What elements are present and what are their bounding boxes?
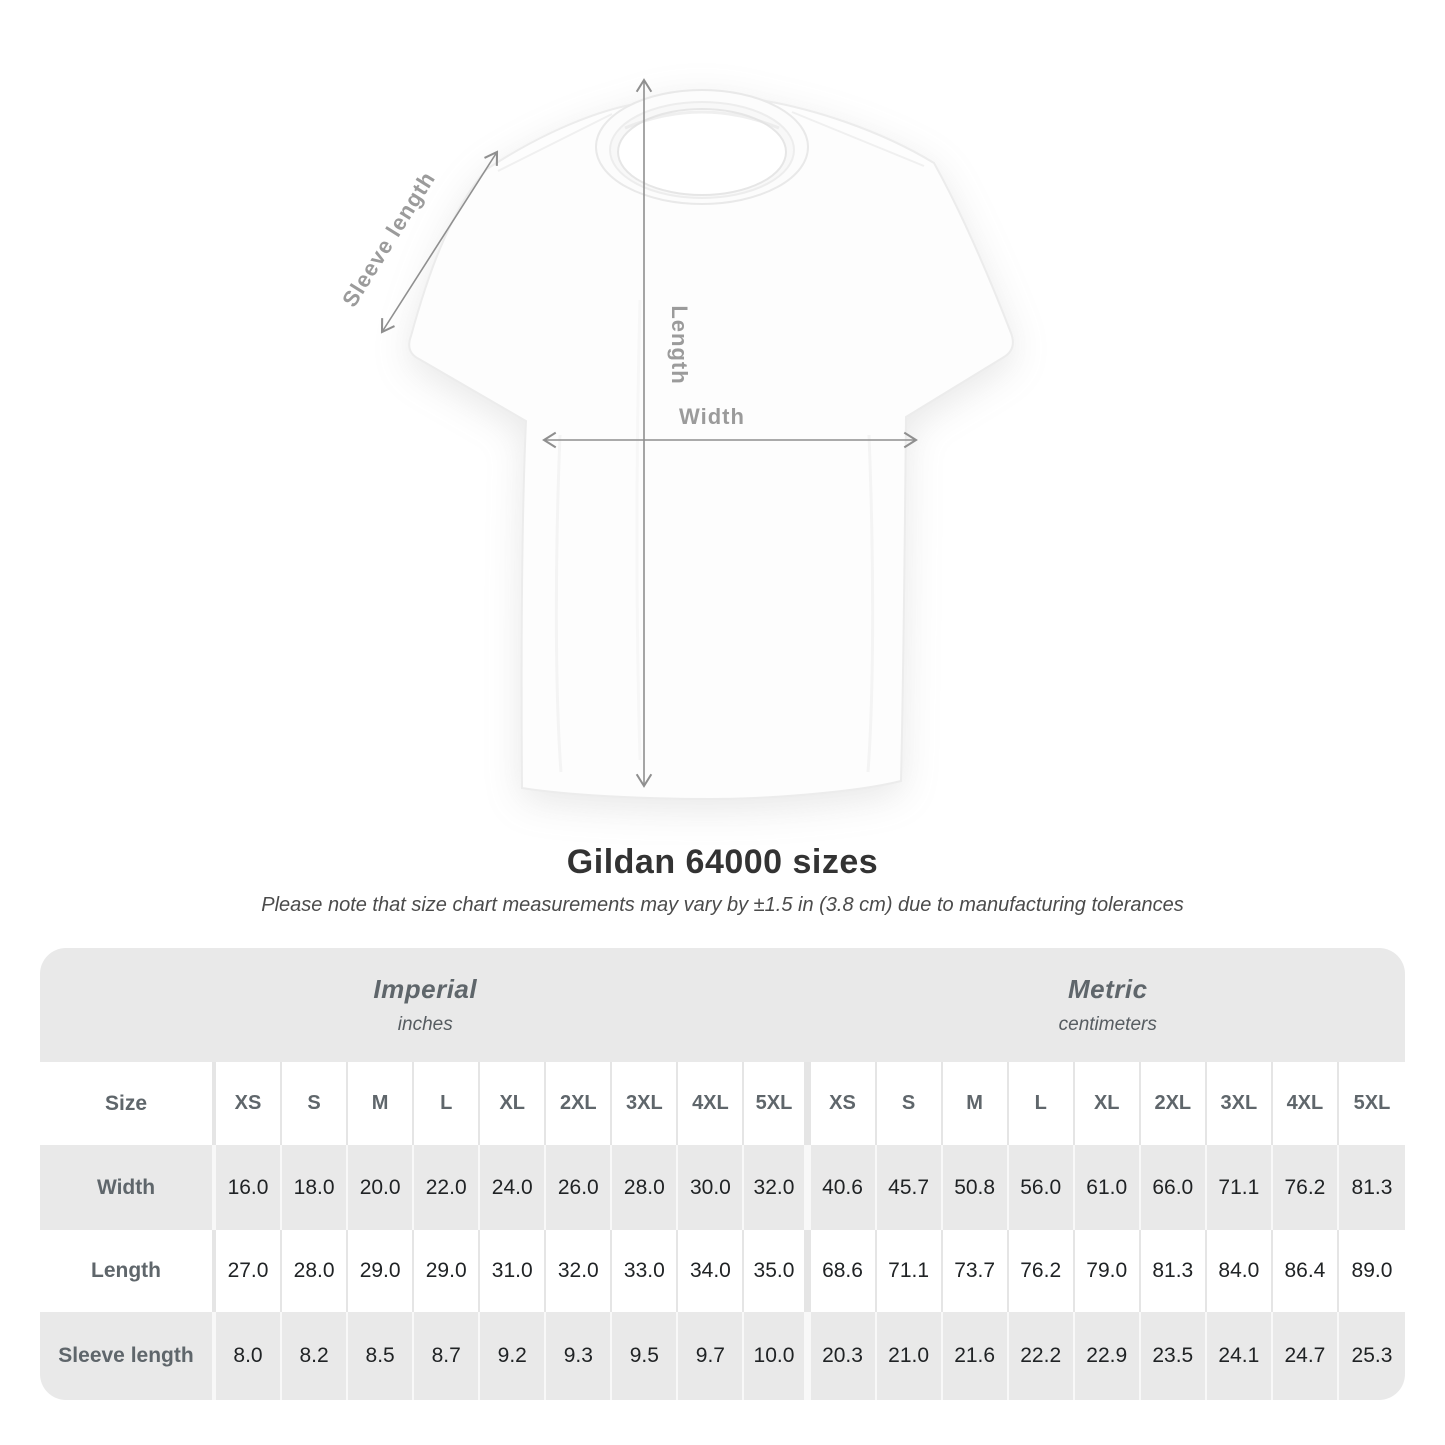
sleeve-value: 9.7 bbox=[678, 1312, 745, 1400]
sleeve-value: 9.5 bbox=[612, 1312, 679, 1400]
sleeve-length-arrow bbox=[380, 150, 499, 334]
sleeve-value: 24.7 bbox=[1272, 1312, 1339, 1400]
width-value: 61.0 bbox=[1074, 1145, 1141, 1230]
size-col-header: M bbox=[348, 1062, 415, 1145]
length-value: 76.2 bbox=[1008, 1230, 1075, 1312]
size-col-header: 4XL bbox=[1272, 1062, 1339, 1145]
width-value: 66.0 bbox=[1140, 1145, 1207, 1230]
sleeve-value: 8.0 bbox=[216, 1312, 283, 1400]
size-col-header: 5XL bbox=[744, 1062, 811, 1145]
length-label: Length bbox=[667, 305, 692, 384]
length-value: 29.0 bbox=[348, 1230, 415, 1312]
title-block: Gildan 64000 sizes Please note that size… bbox=[0, 843, 1445, 917]
size-col-header: 5XL bbox=[1338, 1062, 1405, 1145]
width-value: 30.0 bbox=[678, 1145, 745, 1230]
size-col-header: 3XL bbox=[1206, 1062, 1273, 1145]
size-col-header: 3XL bbox=[612, 1062, 679, 1145]
sleeve-value: 9.2 bbox=[480, 1312, 547, 1400]
metric-title: Metric bbox=[1067, 974, 1148, 1004]
length-value: 33.0 bbox=[612, 1230, 679, 1312]
size-col-header: 4XL bbox=[678, 1062, 745, 1145]
length-value: 79.0 bbox=[1074, 1230, 1141, 1312]
sleeve-value: 8.2 bbox=[282, 1312, 349, 1400]
imperial-unit: inches bbox=[397, 1014, 453, 1035]
sleeve-value: 24.1 bbox=[1206, 1312, 1273, 1400]
tshirt-image: Sleeve length Length Width bbox=[337, 78, 1014, 801]
sleeve-value: 20.3 bbox=[810, 1312, 877, 1400]
metric-unit: centimeters bbox=[1058, 1014, 1157, 1035]
row-label-width: Width bbox=[40, 1145, 216, 1230]
sleeve-value: 22.9 bbox=[1074, 1312, 1141, 1400]
size-col-header: S bbox=[876, 1062, 943, 1145]
length-value: 32.0 bbox=[546, 1230, 613, 1312]
sleeve-value: 9.3 bbox=[546, 1312, 613, 1400]
length-value: 81.3 bbox=[1140, 1230, 1207, 1312]
size-col-header: L bbox=[1008, 1062, 1075, 1145]
size-col-header: M bbox=[942, 1062, 1009, 1145]
imperial-header: Imperial inches bbox=[40, 948, 811, 1062]
width-value: 32.0 bbox=[744, 1145, 811, 1230]
sleeve-value: 8.5 bbox=[348, 1312, 415, 1400]
width-value: 22.0 bbox=[414, 1145, 481, 1230]
size-col-header: L bbox=[414, 1062, 481, 1145]
length-value: 89.0 bbox=[1338, 1230, 1405, 1312]
row-label-size: Size bbox=[40, 1062, 216, 1145]
length-value: 29.0 bbox=[414, 1230, 481, 1312]
width-value: 50.8 bbox=[942, 1145, 1009, 1230]
tshirt-silhouette bbox=[408, 89, 1014, 801]
length-value: 71.1 bbox=[876, 1230, 943, 1312]
size-col-header: 2XL bbox=[1140, 1062, 1207, 1145]
sleeve-value: 8.7 bbox=[414, 1312, 481, 1400]
width-label: Width bbox=[679, 404, 745, 429]
metric-header: Metric centimeters bbox=[810, 948, 1405, 1062]
tshirt-measurement-figure: Sleeve length Length Width bbox=[337, 78, 1014, 801]
length-value: 35.0 bbox=[744, 1230, 811, 1312]
length-value: 28.0 bbox=[282, 1230, 349, 1312]
length-value: 84.0 bbox=[1206, 1230, 1273, 1312]
length-value: 27.0 bbox=[216, 1230, 283, 1312]
width-value: 18.0 bbox=[282, 1145, 349, 1230]
length-value: 68.6 bbox=[810, 1230, 877, 1312]
sleeve-value: 10.0 bbox=[744, 1312, 811, 1400]
size-col-header: XS bbox=[216, 1062, 283, 1145]
width-value: 40.6 bbox=[810, 1145, 877, 1230]
sleeve-value: 21.6 bbox=[942, 1312, 1009, 1400]
length-value: 34.0 bbox=[678, 1230, 745, 1312]
collar-opening bbox=[617, 108, 787, 196]
sleeve-value: 23.5 bbox=[1140, 1312, 1207, 1400]
size-col-header: XL bbox=[1074, 1062, 1141, 1145]
width-value: 45.7 bbox=[876, 1145, 943, 1230]
tolerance-note: Please note that size chart measurements… bbox=[261, 894, 1184, 916]
size-col-header: XL bbox=[480, 1062, 547, 1145]
width-value: 26.0 bbox=[546, 1145, 613, 1230]
sleeve-value: 22.2 bbox=[1008, 1312, 1075, 1400]
width-value: 16.0 bbox=[216, 1145, 283, 1230]
width-value: 76.2 bbox=[1272, 1145, 1339, 1230]
row-label-sleeve-length: Sleeve length bbox=[40, 1312, 216, 1400]
sleeve-value: 25.3 bbox=[1338, 1312, 1405, 1400]
length-value: 31.0 bbox=[480, 1230, 547, 1312]
size-col-header: XS bbox=[810, 1062, 877, 1145]
size-col-header: S bbox=[282, 1062, 349, 1145]
row-label-length: Length bbox=[40, 1230, 216, 1312]
width-value: 71.1 bbox=[1206, 1145, 1273, 1230]
imperial-title: Imperial bbox=[373, 974, 478, 1004]
size-col-header: 2XL bbox=[546, 1062, 613, 1145]
width-value: 24.0 bbox=[480, 1145, 547, 1230]
length-value: 73.7 bbox=[942, 1230, 1009, 1312]
width-value: 56.0 bbox=[1008, 1145, 1075, 1230]
page-title: Gildan 64000 sizes bbox=[566, 843, 879, 881]
length-value: 86.4 bbox=[1272, 1230, 1339, 1312]
sleeve-value: 21.0 bbox=[876, 1312, 943, 1400]
width-value: 20.0 bbox=[348, 1145, 415, 1230]
size-chart-table: Imperial inches Metric centimeters Size … bbox=[40, 948, 1405, 1400]
width-value: 81.3 bbox=[1338, 1145, 1405, 1230]
width-value: 28.0 bbox=[612, 1145, 679, 1230]
